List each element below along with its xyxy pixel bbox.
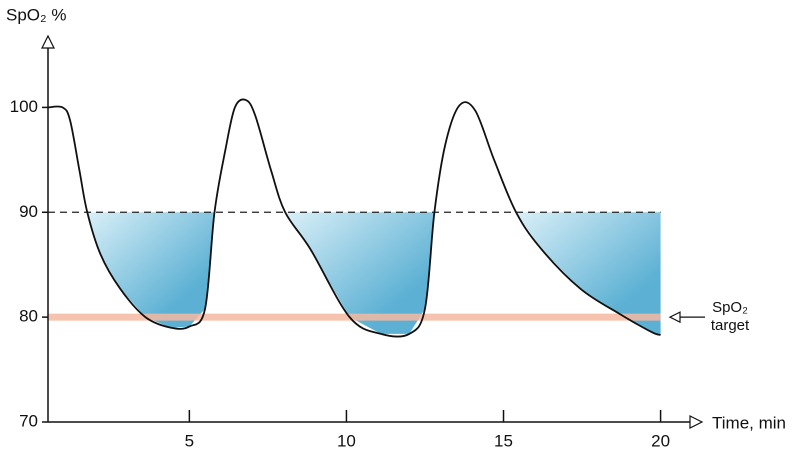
x-tick-label: 5 [185, 431, 194, 450]
spo2-line [47, 98, 661, 338]
y-axis-arrow [41, 34, 55, 49]
y-tick-label: 90 [19, 202, 38, 221]
annotation-text: SpO₂ [712, 299, 748, 316]
annotation-arrow-head [668, 311, 681, 324]
shaded-area [87, 212, 215, 328]
x-tick-label: 20 [651, 431, 670, 450]
x-tick-label: 15 [494, 431, 513, 450]
y-tick-label: 100 [10, 97, 38, 116]
y-axis-label: SpO₂ % [6, 5, 66, 24]
y-tick-label: 70 [19, 411, 38, 430]
y-tick-label: 80 [19, 307, 38, 326]
shaded-area [285, 212, 435, 334]
shaded-area [516, 212, 661, 335]
x-axis-arrow [689, 415, 704, 429]
x-axis-label: Time, min [712, 413, 786, 432]
x-tick-label: 10 [337, 431, 356, 450]
annotation-text: target [711, 317, 750, 334]
